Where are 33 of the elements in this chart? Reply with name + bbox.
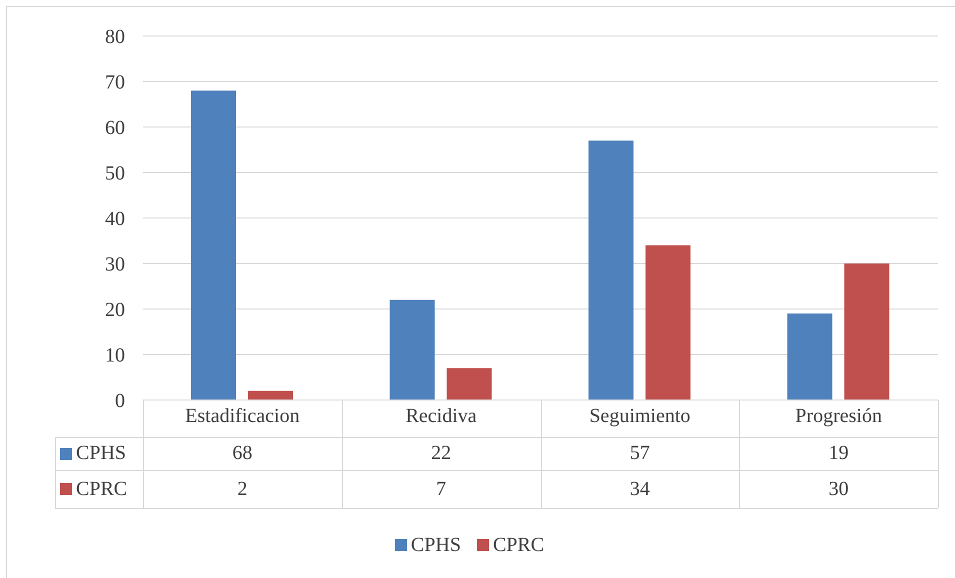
bar (191, 90, 236, 400)
data-label: 22 (431, 442, 452, 465)
y-tick-label: 20 (105, 299, 125, 322)
text: CPRC (76, 478, 128, 500)
x-tick-label: Estadificacion (185, 405, 300, 428)
x-tick-label: Progresión (795, 405, 882, 428)
x-tick-label: Recidiva (406, 405, 477, 428)
data-label: 19 (828, 442, 849, 465)
bar (390, 300, 435, 400)
bar (844, 264, 890, 400)
y-tick-label: 0 (115, 390, 125, 412)
data-label: 57 (630, 442, 650, 465)
bar (248, 390, 293, 400)
text: CPHS (410, 534, 461, 556)
y-tick-label: 70 (105, 72, 125, 94)
data-label: 34 (630, 478, 650, 500)
y-tick-label: 40 (105, 208, 125, 230)
y-tick-label: 30 (105, 254, 125, 276)
x-tick-label: Seguimiento (589, 405, 690, 428)
bar (787, 314, 832, 400)
legend-label: CPRC (492, 534, 544, 556)
bar (588, 140, 634, 400)
data-label: 2 (237, 478, 248, 500)
y-tick-label: 60 (105, 117, 125, 140)
y-tick-label: 50 (105, 162, 125, 185)
y-tick-label: 80 (105, 26, 125, 48)
data-label: 7 (436, 478, 446, 500)
bar (446, 368, 492, 400)
bar (646, 245, 690, 400)
legend-label: CPHS (76, 442, 126, 465)
y-tick-label: 10 (105, 344, 125, 367)
data-label: 30 (828, 478, 849, 500)
data-label: 68 (232, 442, 252, 465)
